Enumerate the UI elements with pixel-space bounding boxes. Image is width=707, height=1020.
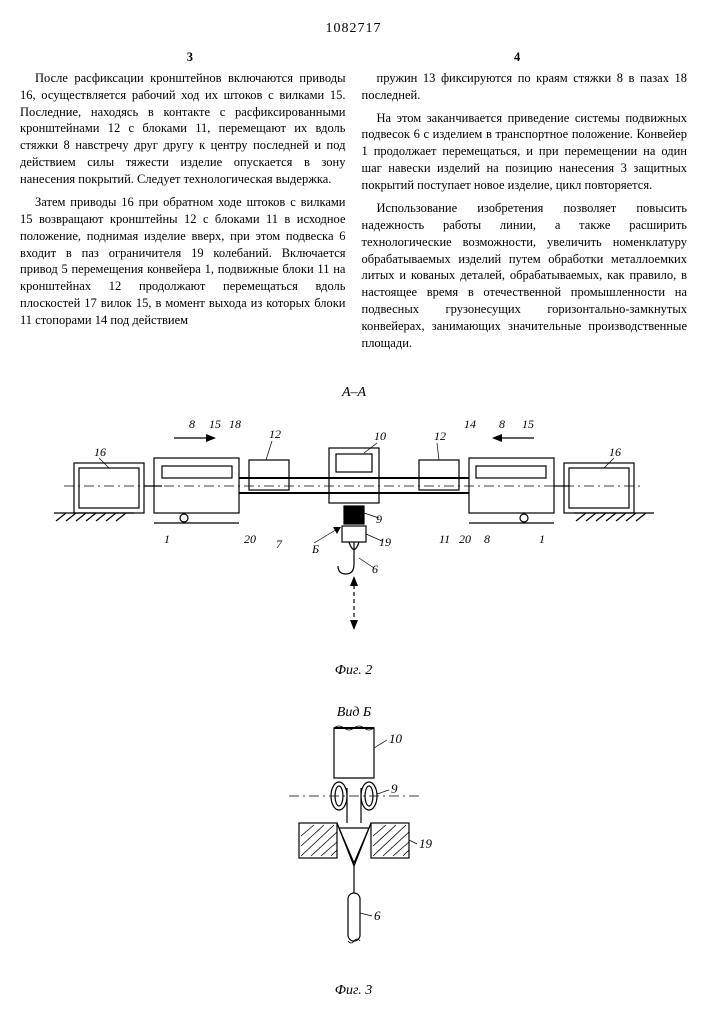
- label-8r: 8: [499, 417, 505, 431]
- fig2-title: А–А: [340, 385, 366, 400]
- label-16r: 16: [609, 445, 621, 459]
- limiter-19: [342, 526, 366, 542]
- floor-left: [54, 513, 134, 521]
- label-20l: 20: [244, 532, 256, 546]
- block-9: [344, 506, 364, 524]
- paragraph: Использование изобретения позволяет повы…: [362, 200, 688, 352]
- drive-left: [74, 463, 144, 513]
- paragraph: После расфиксации кронштейнов включаются…: [20, 70, 346, 188]
- paragraph: пружин 13 фиксируются по краям стяжки 8 …: [362, 70, 688, 104]
- label-1l: 1: [164, 532, 170, 546]
- label-19: 19: [379, 535, 391, 549]
- figure-3: Вид Б: [239, 698, 469, 978]
- label-10: 10: [389, 731, 403, 746]
- label-B: Б: [311, 542, 319, 556]
- label-6: 6: [372, 562, 378, 576]
- label-10: 10: [374, 429, 386, 443]
- label-1r: 1: [539, 532, 545, 546]
- label-12l: 12: [269, 427, 281, 441]
- label-15r: 15: [522, 417, 534, 431]
- label-7: 7: [276, 537, 283, 551]
- label-8b: 8: [484, 532, 490, 546]
- figures: А–А: [20, 378, 687, 1001]
- page-numbers: 3 4: [20, 49, 687, 66]
- label-19: 19: [419, 836, 433, 851]
- label-11: 11: [439, 532, 450, 546]
- block-12-right: [419, 460, 459, 490]
- page-right: 4: [514, 49, 520, 66]
- label-6: 6: [374, 908, 381, 923]
- drive-right: [564, 463, 634, 513]
- label-20r: 20: [459, 532, 471, 546]
- text-columns: После расфиксации кронштейнов включаются…: [20, 70, 687, 358]
- rod-6: [348, 893, 360, 941]
- label-15l: 15: [209, 417, 221, 431]
- label-14: 14: [464, 417, 476, 431]
- fig3-title: Вид Б: [336, 705, 370, 720]
- paragraph: На этом заканчивается приведение системы…: [362, 110, 688, 194]
- left-column: После расфиксации кронштейнов включаются…: [20, 70, 346, 358]
- figure-2: А–А: [44, 378, 664, 658]
- label-8l: 8: [189, 417, 195, 431]
- doc-number: 1082717: [20, 20, 687, 39]
- block-12-left: [249, 460, 289, 490]
- label-9: 9: [391, 781, 398, 796]
- block-10: [334, 728, 374, 778]
- wedge: [339, 828, 369, 863]
- floor-right: [574, 513, 654, 521]
- page-left: 3: [187, 49, 193, 66]
- label-12r: 12: [434, 429, 446, 443]
- right-column: пружин 13 фиксируются по краям стяжки 8 …: [362, 70, 688, 358]
- label-18: 18: [229, 417, 241, 431]
- fig3-caption: Фиг. 3: [20, 982, 687, 1001]
- label-9: 9: [376, 512, 382, 526]
- fig2-caption: Фиг. 2: [20, 662, 687, 681]
- paragraph: Затем приводы 16 при обратном ходе штоко…: [20, 194, 346, 329]
- label-16l: 16: [94, 445, 106, 459]
